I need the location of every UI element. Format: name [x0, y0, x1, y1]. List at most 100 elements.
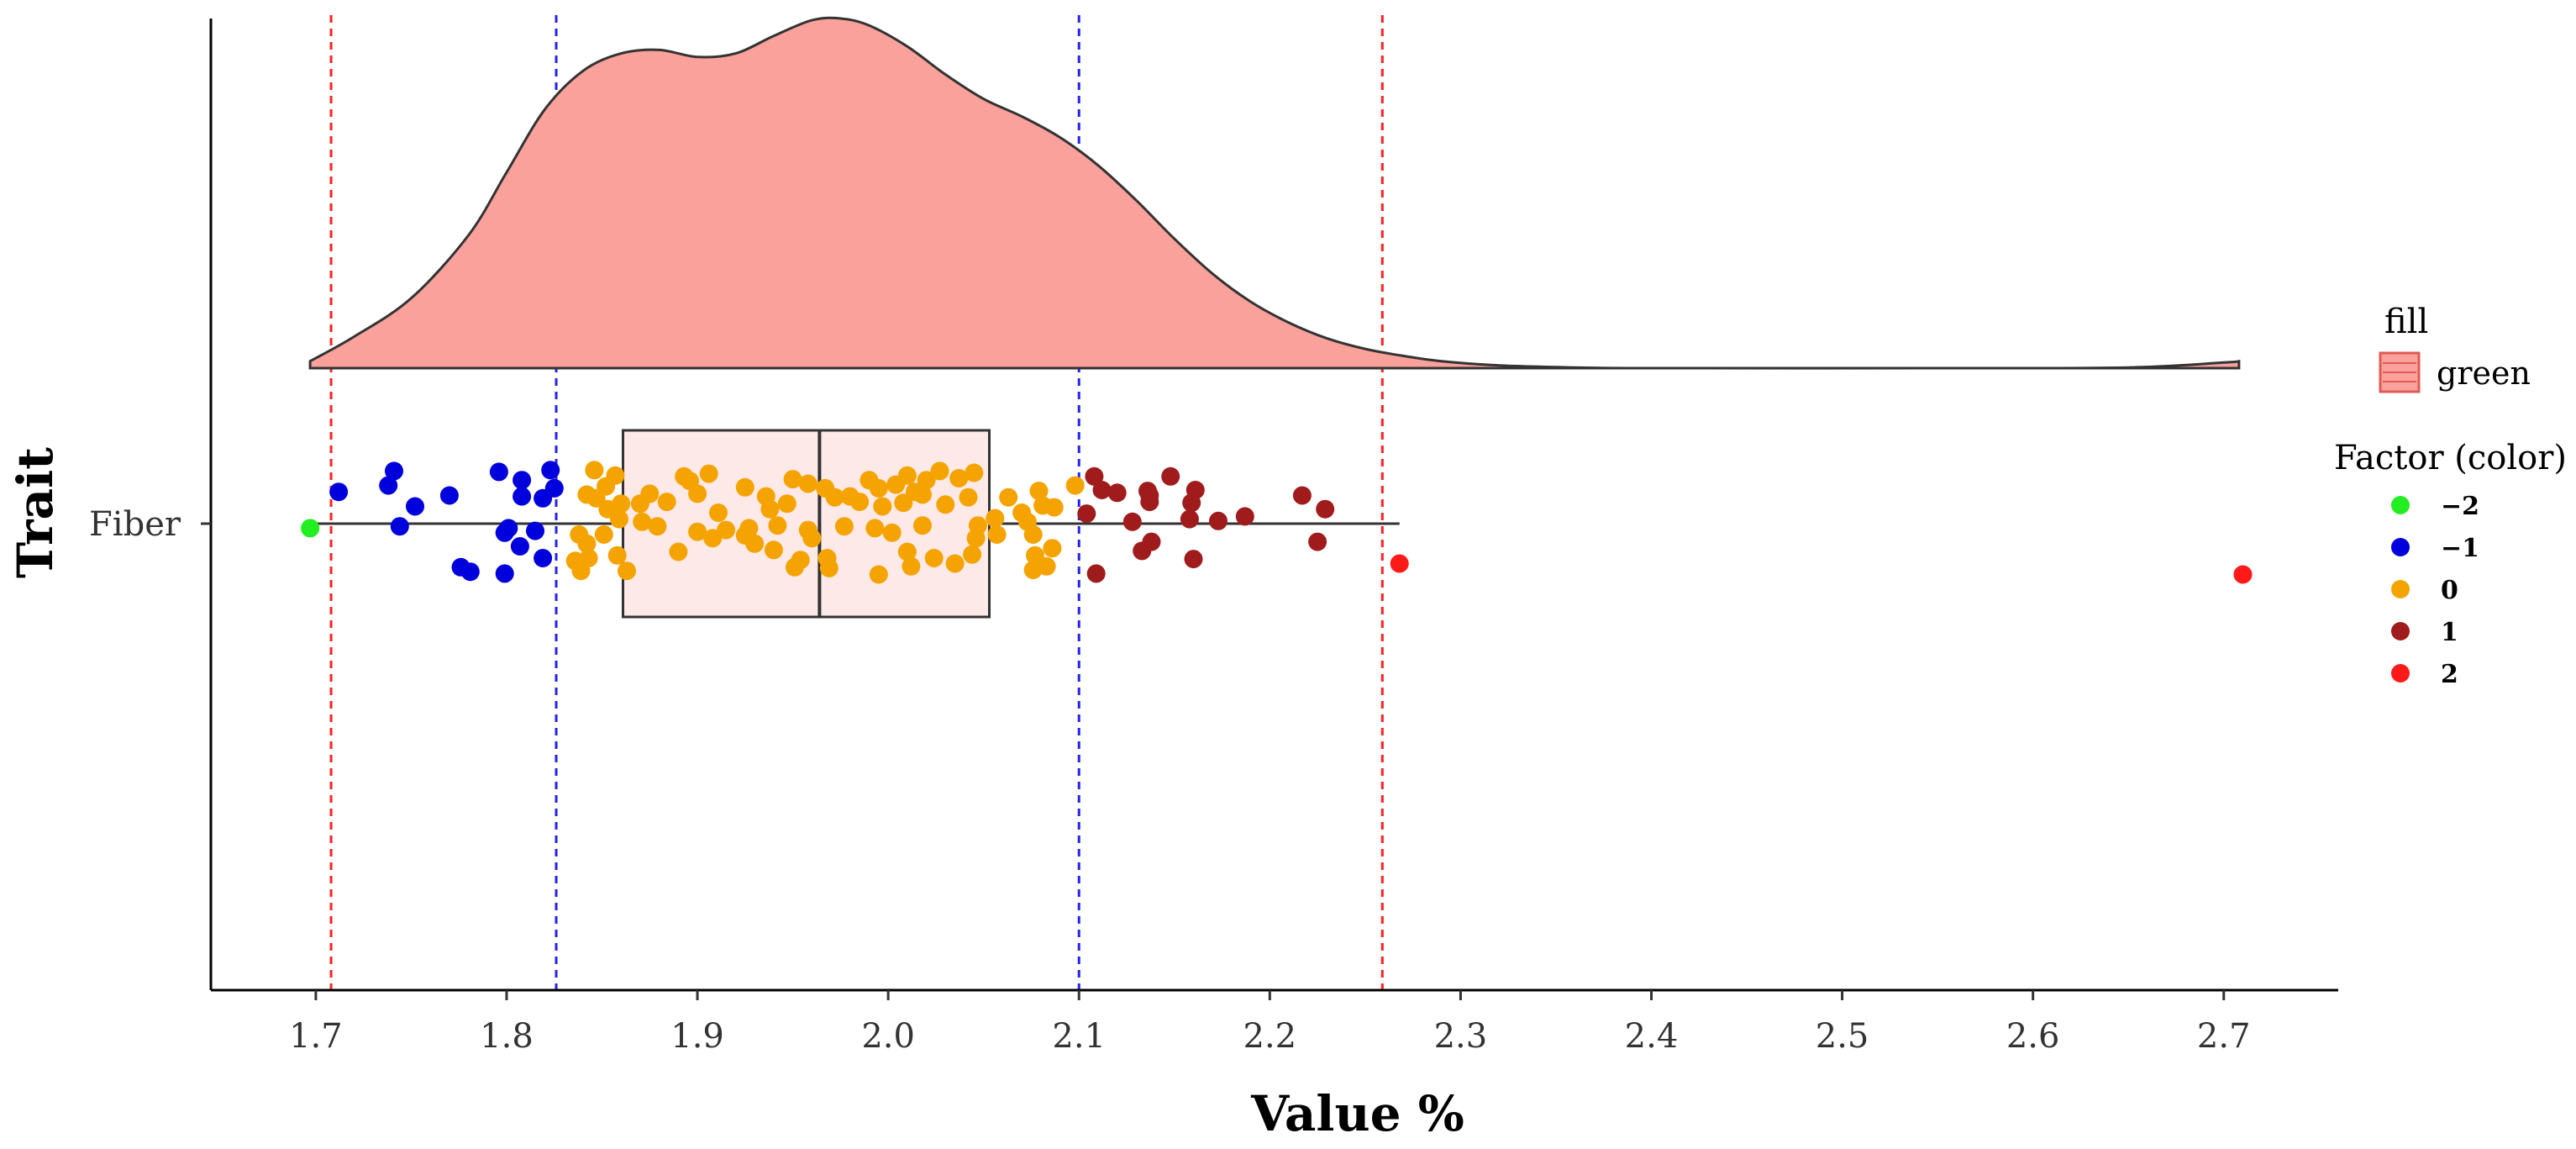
data-point [987, 525, 1007, 544]
data-point [936, 495, 955, 514]
data-point [688, 522, 707, 541]
data-point [688, 484, 707, 503]
legend-fill-title: fill [2384, 303, 2428, 341]
x-tick-label: 2.5 [1816, 1017, 1869, 1056]
data-point [777, 494, 796, 514]
data-point [745, 534, 765, 553]
data-point [1085, 466, 1104, 486]
data-point [897, 542, 917, 561]
data-point [329, 482, 349, 502]
legend-factor-swatch [2391, 496, 2410, 514]
data-point [764, 540, 783, 560]
data-point [544, 478, 564, 498]
legend-fill-key [2379, 351, 2421, 393]
data-point [1161, 466, 1180, 486]
data-point [917, 471, 936, 490]
data-point [825, 488, 844, 507]
data-point [657, 493, 676, 512]
legend-factor-label: −1 [2441, 534, 2479, 563]
data-point [897, 466, 917, 485]
data-point [869, 478, 888, 498]
x-tick-label: 1.9 [670, 1017, 724, 1056]
data-point [703, 529, 723, 548]
data-point [959, 488, 978, 507]
data-point [986, 509, 1005, 528]
legend-factor-label: 1 [2441, 618, 2458, 647]
data-point [301, 519, 320, 538]
density-area [308, 16, 2241, 370]
data-point [882, 523, 902, 542]
data-point [999, 488, 1018, 507]
data-point [802, 529, 822, 548]
data-point [768, 516, 787, 535]
data-point [1043, 539, 1062, 558]
x-tick-label: 2.1 [1052, 1017, 1106, 1056]
x-tick-label: 2.7 [2197, 1017, 2251, 1056]
legend-factor-swatch [2391, 664, 2410, 683]
x-tick-label: 1.7 [289, 1017, 343, 1056]
x-tick-label: 1.8 [480, 1017, 534, 1056]
data-point [2233, 565, 2253, 584]
data-point [1180, 509, 1199, 529]
y-tick-label-fiber: Fiber [89, 505, 181, 544]
data-point [783, 470, 802, 489]
jitter-points [301, 461, 2253, 584]
legend-factor-label: 2 [2441, 660, 2458, 689]
x-tick-label: 2.4 [1625, 1017, 1679, 1056]
data-point [1065, 476, 1085, 495]
legend-factor-swatch [2391, 538, 2410, 556]
data-point [630, 494, 649, 514]
data-point [585, 461, 604, 480]
data-point [1023, 561, 1043, 580]
data-point [1390, 554, 1409, 573]
data-point [902, 556, 921, 576]
y-axis-title: Trait [7, 447, 64, 578]
data-point [894, 493, 913, 513]
data-point [924, 549, 944, 567]
x-tick-label: 2.2 [1243, 1017, 1297, 1056]
legend-factor-title: Factor (color) [2334, 439, 2567, 477]
data-point [495, 564, 514, 583]
data-point [1023, 525, 1043, 544]
data-point [610, 509, 628, 529]
data-point [648, 517, 667, 536]
legend-factor-label: 0 [2441, 576, 2458, 605]
data-point [709, 503, 728, 522]
data-point [526, 521, 544, 540]
data-point [1026, 546, 1044, 565]
data-point [1133, 541, 1152, 561]
legend: fill green Factor (color) −2 −1 0 1 2 [2334, 303, 2567, 689]
data-point [385, 461, 403, 481]
data-point [834, 517, 854, 536]
data-point [963, 545, 982, 564]
data-point [1086, 564, 1106, 583]
data-point [1077, 504, 1096, 524]
data-point [406, 497, 424, 516]
data-point [1122, 512, 1142, 531]
x-axis-title: Value % [1250, 1085, 1464, 1142]
data-point [760, 499, 780, 519]
data-point [819, 558, 839, 577]
data-point [965, 463, 984, 482]
data-point [439, 486, 459, 505]
data-point [945, 554, 965, 573]
data-point [1182, 493, 1201, 513]
data-point [1140, 493, 1159, 512]
data-point [390, 517, 409, 536]
data-point [850, 493, 870, 512]
data-point [571, 561, 591, 581]
data-point [541, 461, 560, 480]
data-point [869, 565, 888, 584]
x-tick-label: 2.6 [2006, 1017, 2060, 1056]
boxplot [310, 429, 1400, 619]
data-point [913, 516, 932, 535]
data-point [1184, 550, 1203, 569]
data-point [460, 562, 480, 582]
data-point [785, 557, 804, 577]
legend-fill-label: green [2437, 355, 2531, 392]
data-point [1107, 483, 1127, 503]
data-point [495, 523, 514, 542]
data-point [1308, 532, 1327, 551]
data-point [1092, 481, 1112, 499]
